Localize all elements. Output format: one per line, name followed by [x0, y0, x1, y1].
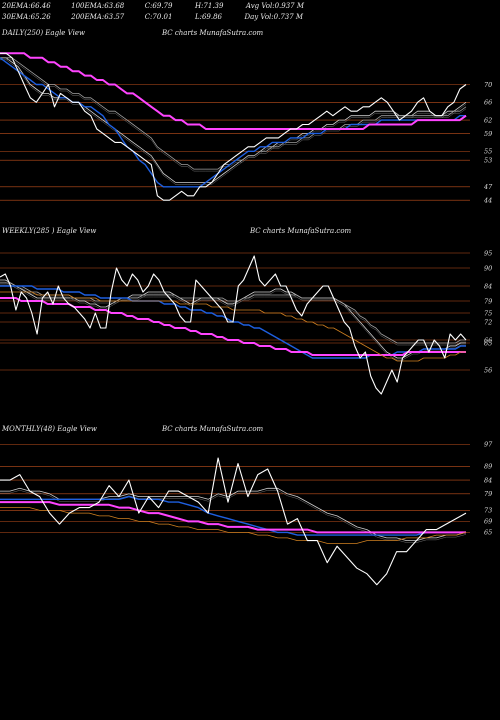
tick-label: 79 [484, 297, 492, 305]
tick-label: 62 [484, 116, 492, 124]
panel-monthly: 97 89 84 79 73 69 65 [0, 441, 493, 586]
panel-label-daily: DAILY(250) Eagle View [2, 29, 85, 37]
header-item: 30EMA:65.26 [2, 13, 51, 21]
header-item: Avg Vol:0.937 M [245, 2, 305, 10]
header-item: H:71.39 [194, 2, 224, 10]
header-item: L:69.86 [194, 13, 222, 21]
tick-label: 72 [484, 318, 492, 326]
watermark-monthly: BC charts MunafaSutra.com [162, 425, 264, 433]
tick-label: 59 [484, 130, 492, 138]
tick-label: 69 [484, 518, 492, 526]
series-price [0, 457, 467, 586]
header-item: C:69.79 [144, 2, 173, 10]
series-ema50 [0, 507, 467, 544]
series-ema100 [0, 495, 466, 536]
series-ema20-band [0, 59, 467, 185]
tick-label: 84 [484, 282, 492, 290]
watermark-weekly: BC charts MunafaSutra.com [250, 227, 352, 235]
series-ema30-band [0, 59, 467, 172]
watermark-daily: BC charts MunafaSutra.com [162, 29, 264, 37]
series-ema50 [0, 291, 466, 362]
header-row-2: 30EMA:65.26 200EMA:63.57 C:70.01 L:69.86… [2, 13, 303, 21]
header-item: 100EMA:63.68 [71, 2, 125, 10]
header-row-1: 20EMA:66.46 100EMA:63.68 C:69.79 H:71.39… [2, 2, 304, 10]
tick-label: 90 [484, 264, 492, 272]
series-ema200 [0, 501, 466, 534]
tick-label: 89 [484, 463, 492, 471]
header-item: C:70.01 [144, 13, 173, 21]
series-ema200 [0, 297, 466, 356]
series-price [0, 52, 467, 201]
tick-label: 79 [484, 490, 492, 498]
panel-label-monthly: MONTHLY(48) Eagle View [2, 425, 97, 433]
tick-label: 95 [484, 249, 492, 257]
tick-label: 70 [484, 81, 492, 89]
tick-label: 66 [484, 99, 492, 107]
series-ema30-band [0, 284, 466, 346]
tick-label: 66 [484, 336, 492, 344]
tick-label: 65 [484, 529, 492, 537]
tick-label: 47 [483, 183, 493, 191]
tick-label: 56 [484, 366, 492, 374]
series-ema100 [0, 57, 466, 188]
tick-label: 55 [484, 148, 492, 156]
header-item: Day Vol:0.737 M [244, 13, 304, 21]
tick-label: 97 [484, 441, 493, 449]
panel-label-weekly: WEEKLY(285 ) Eagle View [2, 227, 97, 235]
tick-label: 84 [484, 476, 492, 484]
tick-label: 65 [484, 339, 492, 347]
header-item: 20EMA:66.46 [2, 2, 51, 10]
tick-label: 75 [484, 309, 492, 317]
tick-label: 44 [483, 197, 492, 205]
series-ema200 [0, 52, 467, 130]
tick-label: 73 [484, 507, 492, 515]
series-price [0, 255, 467, 395]
header-item: 200EMA:63.57 [71, 13, 125, 21]
tick-label: 53 [484, 156, 492, 164]
series-ema20-band [0, 490, 467, 543]
